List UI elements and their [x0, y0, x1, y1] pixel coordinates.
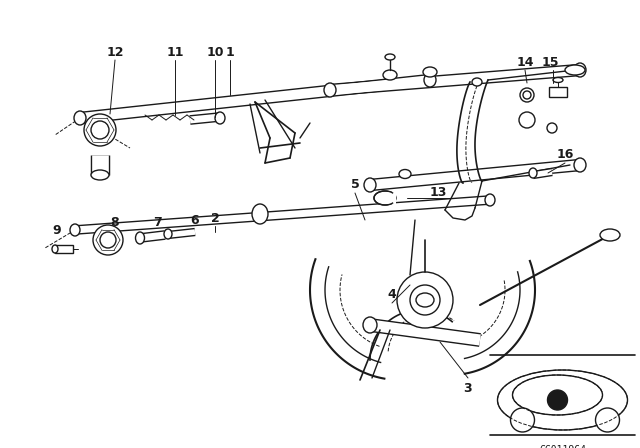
Ellipse shape [399, 169, 411, 178]
Bar [386, 192, 396, 204]
Ellipse shape [600, 229, 620, 241]
Circle shape [547, 123, 557, 133]
Text: 1: 1 [226, 46, 234, 59]
Ellipse shape [164, 229, 172, 239]
Ellipse shape [416, 293, 434, 307]
Ellipse shape [136, 232, 145, 244]
Ellipse shape [363, 317, 377, 333]
Ellipse shape [52, 245, 58, 253]
Text: 9: 9 [52, 224, 61, 237]
Text: 2: 2 [211, 211, 220, 224]
Ellipse shape [91, 170, 109, 180]
Ellipse shape [574, 158, 586, 172]
Circle shape [595, 408, 620, 432]
Ellipse shape [472, 78, 482, 86]
Ellipse shape [252, 204, 268, 224]
Ellipse shape [74, 111, 86, 125]
Text: 11: 11 [166, 46, 184, 59]
Ellipse shape [424, 73, 436, 87]
Ellipse shape [553, 78, 563, 82]
Circle shape [520, 88, 534, 102]
Ellipse shape [574, 63, 586, 77]
Circle shape [100, 232, 116, 248]
Bar [55, 245, 73, 253]
Ellipse shape [385, 54, 395, 60]
Circle shape [91, 121, 109, 139]
Circle shape [397, 272, 453, 328]
Circle shape [547, 390, 568, 410]
Text: 16: 16 [556, 148, 573, 161]
Ellipse shape [565, 65, 585, 75]
Circle shape [519, 112, 535, 128]
Text: CC011964: CC011964 [539, 445, 586, 448]
Ellipse shape [215, 112, 225, 124]
Ellipse shape [485, 194, 495, 206]
Circle shape [511, 408, 534, 432]
Text: 15: 15 [541, 56, 559, 69]
Ellipse shape [529, 168, 537, 178]
Text: 10: 10 [206, 46, 224, 59]
Ellipse shape [383, 70, 397, 80]
Text: 8: 8 [111, 215, 119, 228]
Ellipse shape [364, 178, 376, 192]
Circle shape [93, 225, 123, 255]
Ellipse shape [497, 370, 627, 430]
Circle shape [84, 114, 116, 146]
Bar [549, 87, 567, 97]
Text: 7: 7 [154, 215, 163, 228]
Circle shape [410, 285, 440, 315]
Text: 13: 13 [429, 185, 447, 198]
Text: 3: 3 [464, 382, 472, 395]
Text: 12: 12 [106, 46, 124, 59]
Text: 5: 5 [351, 178, 360, 191]
Ellipse shape [513, 375, 602, 415]
Ellipse shape [70, 224, 80, 236]
Text: 14: 14 [516, 56, 534, 69]
Ellipse shape [324, 83, 336, 97]
Text: 6: 6 [191, 214, 199, 227]
Ellipse shape [374, 191, 396, 205]
Text: 4: 4 [388, 289, 396, 302]
Ellipse shape [423, 67, 437, 77]
Circle shape [523, 91, 531, 99]
